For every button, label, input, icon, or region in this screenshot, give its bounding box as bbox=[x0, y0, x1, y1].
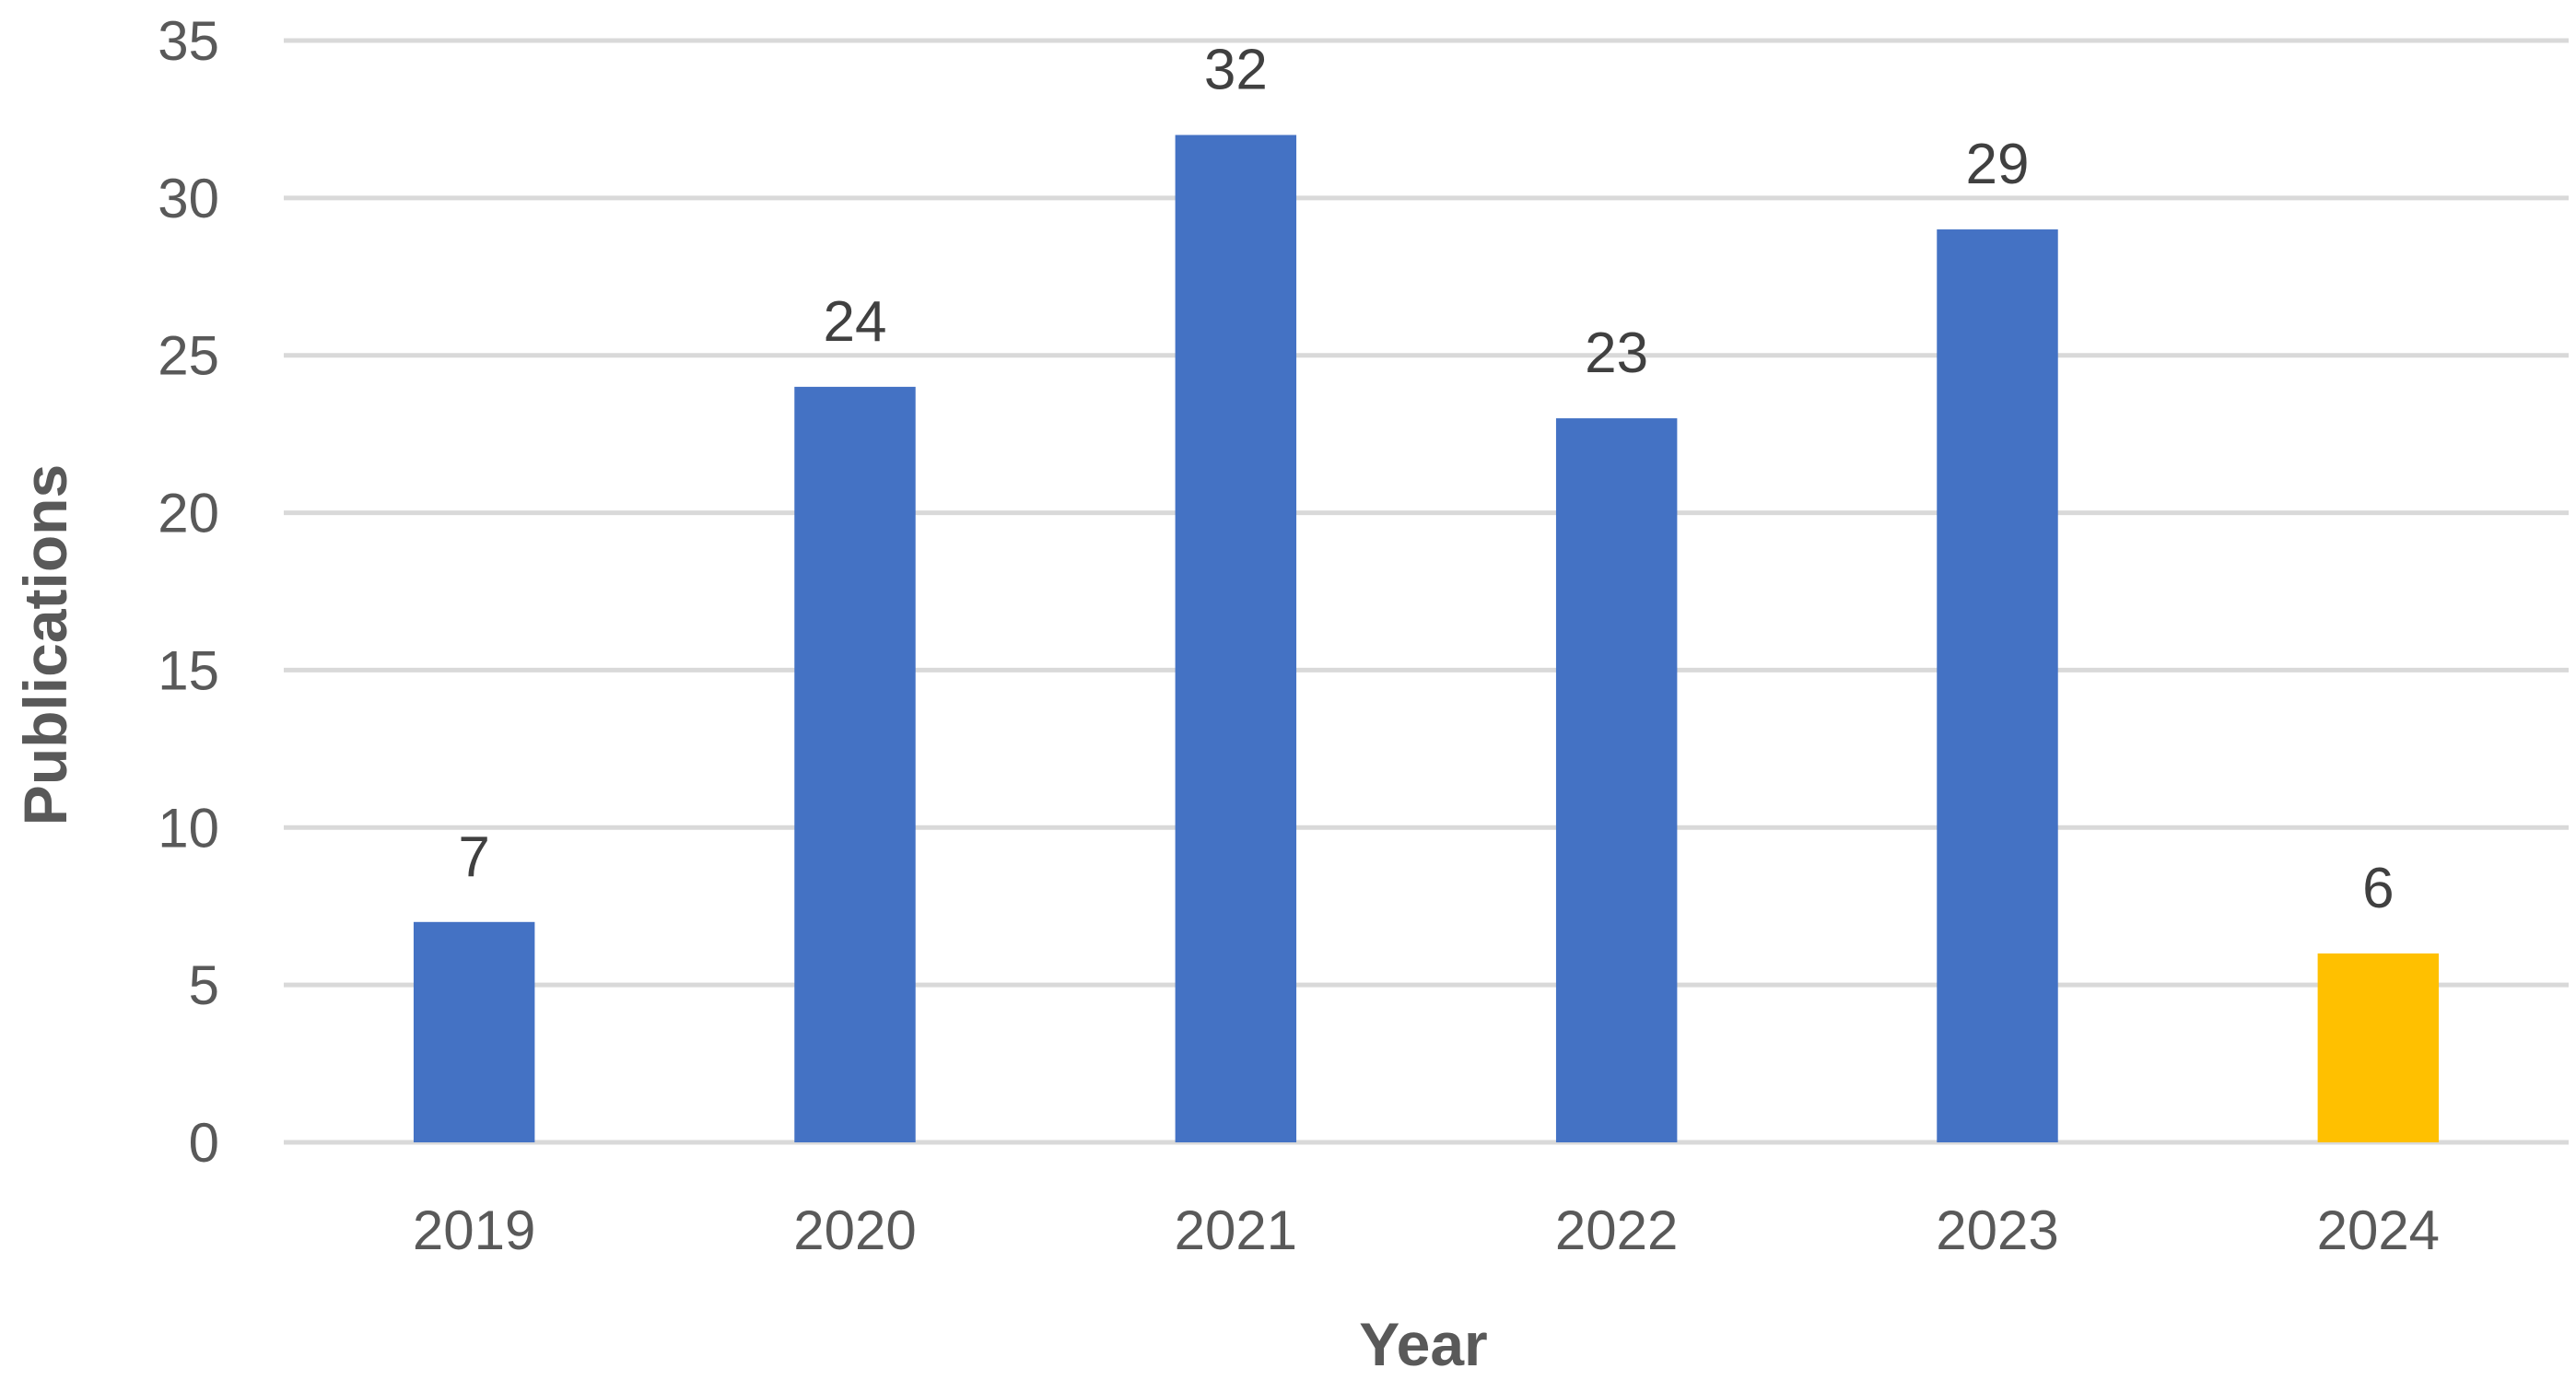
y-axis-tick-labels: 0 5 10 15 20 25 30 35 bbox=[158, 10, 219, 1174]
x-tick-label-2020: 2020 bbox=[793, 1199, 916, 1261]
data-label-2022: 23 bbox=[1585, 322, 1648, 385]
y-gridlines bbox=[284, 38, 2569, 1145]
bars bbox=[413, 135, 2440, 1142]
y-axis-title: Publications bbox=[11, 464, 79, 825]
bar-data-labels: 7 24 32 23 29 6 bbox=[458, 39, 2394, 920]
x-axis-title: Year bbox=[1359, 1310, 1487, 1378]
y-tick-label: 35 bbox=[158, 10, 219, 72]
bar-2020 bbox=[794, 386, 916, 1142]
bar-2022 bbox=[1555, 418, 1678, 1142]
x-tick-label-2024: 2024 bbox=[2317, 1199, 2440, 1261]
y-tick-label: 5 bbox=[189, 954, 219, 1016]
y-tick-label: 25 bbox=[158, 325, 219, 387]
data-label-2021: 32 bbox=[1204, 39, 1268, 102]
bar-2019 bbox=[413, 921, 535, 1142]
data-label-2023: 29 bbox=[1966, 133, 2030, 196]
data-label-2024: 6 bbox=[2362, 857, 2394, 920]
y-tick-label: 0 bbox=[189, 1112, 219, 1174]
y-tick-label: 20 bbox=[158, 483, 219, 544]
bar-2021 bbox=[1175, 135, 1297, 1142]
x-tick-label-2022: 2022 bbox=[1555, 1199, 1678, 1261]
x-tick-label-2023: 2023 bbox=[1936, 1199, 2058, 1261]
y-tick-label: 30 bbox=[158, 168, 219, 229]
y-tick-label: 15 bbox=[158, 639, 219, 701]
bar-2023 bbox=[1937, 229, 2058, 1142]
y-tick-label: 10 bbox=[158, 797, 219, 859]
data-label-2020: 24 bbox=[824, 290, 887, 354]
x-tick-label-2021: 2021 bbox=[1175, 1199, 1297, 1261]
x-tick-label-2019: 2019 bbox=[413, 1199, 535, 1261]
x-axis-tick-labels: 2019 2020 2021 2022 2023 2024 bbox=[413, 1199, 2440, 1261]
data-label-2019: 7 bbox=[458, 825, 489, 889]
bar-2024 bbox=[2317, 953, 2440, 1142]
